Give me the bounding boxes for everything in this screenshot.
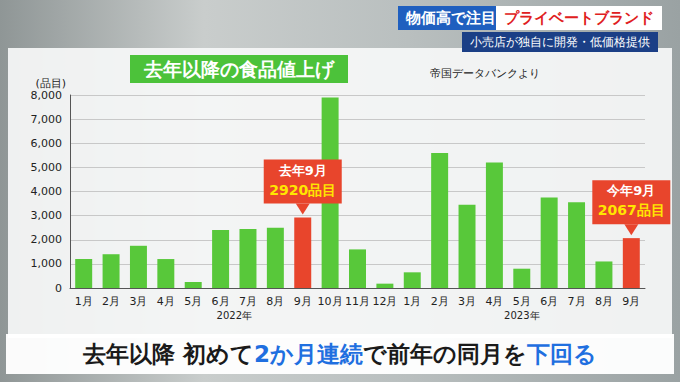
svg-text:5,000: 5,000 [31,161,63,174]
svg-text:2067品目: 2067品目 [598,202,665,218]
svg-text:11月: 11月 [345,295,370,308]
html-text:小売店が独自に開発・低価格提供: 小売店が独自に開発・低価格提供 [470,35,650,49]
svg-text:12月: 12月 [372,295,397,308]
svg-text:3,000: 3,000 [31,209,63,222]
svg-text:8月: 8月 [595,295,613,308]
svg-text:3月: 3月 [129,295,147,308]
svg-text:4月: 4月 [157,295,175,308]
svg-text:1月: 1月 [403,295,421,308]
svg-text:2月: 2月 [102,295,120,308]
html-text:プライベートブランド: プライベートブランド [504,9,654,27]
svg-text:5月: 5月 [513,295,531,308]
svg-text:8月: 8月 [266,295,284,308]
svg-text:今年9月: 今年9月 [606,183,655,198]
svg-text:3月: 3月 [458,295,476,308]
svg-text:2920品目: 2920品目 [269,182,336,198]
svg-text:6月: 6月 [212,295,230,308]
svg-text:2023年: 2023年 [504,310,539,321]
svg-text:2,000: 2,000 [31,233,63,246]
html-text:去年以降 初めて2か月連続で前年の同月を下回る: 去年以降 初めて2か月連続で前年の同月を下回る [83,341,597,367]
svg-text:6月: 6月 [540,295,558,308]
svg-text:0: 0 [55,282,62,295]
svg-text:5月: 5月 [184,295,202,308]
svg-text:6,000: 6,000 [31,137,63,150]
svg-text:9月: 9月 [294,295,312,308]
svg-text:9月: 9月 [622,295,640,308]
svg-text:2022年: 2022年 [217,310,252,321]
svg-text:(品目): (品目) [35,77,66,90]
svg-text:7月: 7月 [239,295,257,308]
svg-text:去年9月: 去年9月 [278,163,327,178]
svg-text:4月: 4月 [485,295,503,308]
svg-text:4,000: 4,000 [31,185,63,198]
svg-text:7月: 7月 [568,295,586,308]
svg-text:1月: 1月 [75,295,93,308]
html-text:去年以降の食品値上げ: 去年以降の食品値上げ [144,58,334,80]
svg-text:10月: 10月 [318,295,343,308]
svg-text:1,000: 1,000 [31,257,63,270]
svg-text:7,000: 7,000 [31,113,63,126]
html-text:物価高で注目: 物価高で注目 [406,9,496,27]
svg-text:2月: 2月 [431,295,449,308]
svg-text:8,000: 8,000 [31,89,63,102]
html-text:帝国データバンクより: 帝国データバンクより [430,67,540,80]
